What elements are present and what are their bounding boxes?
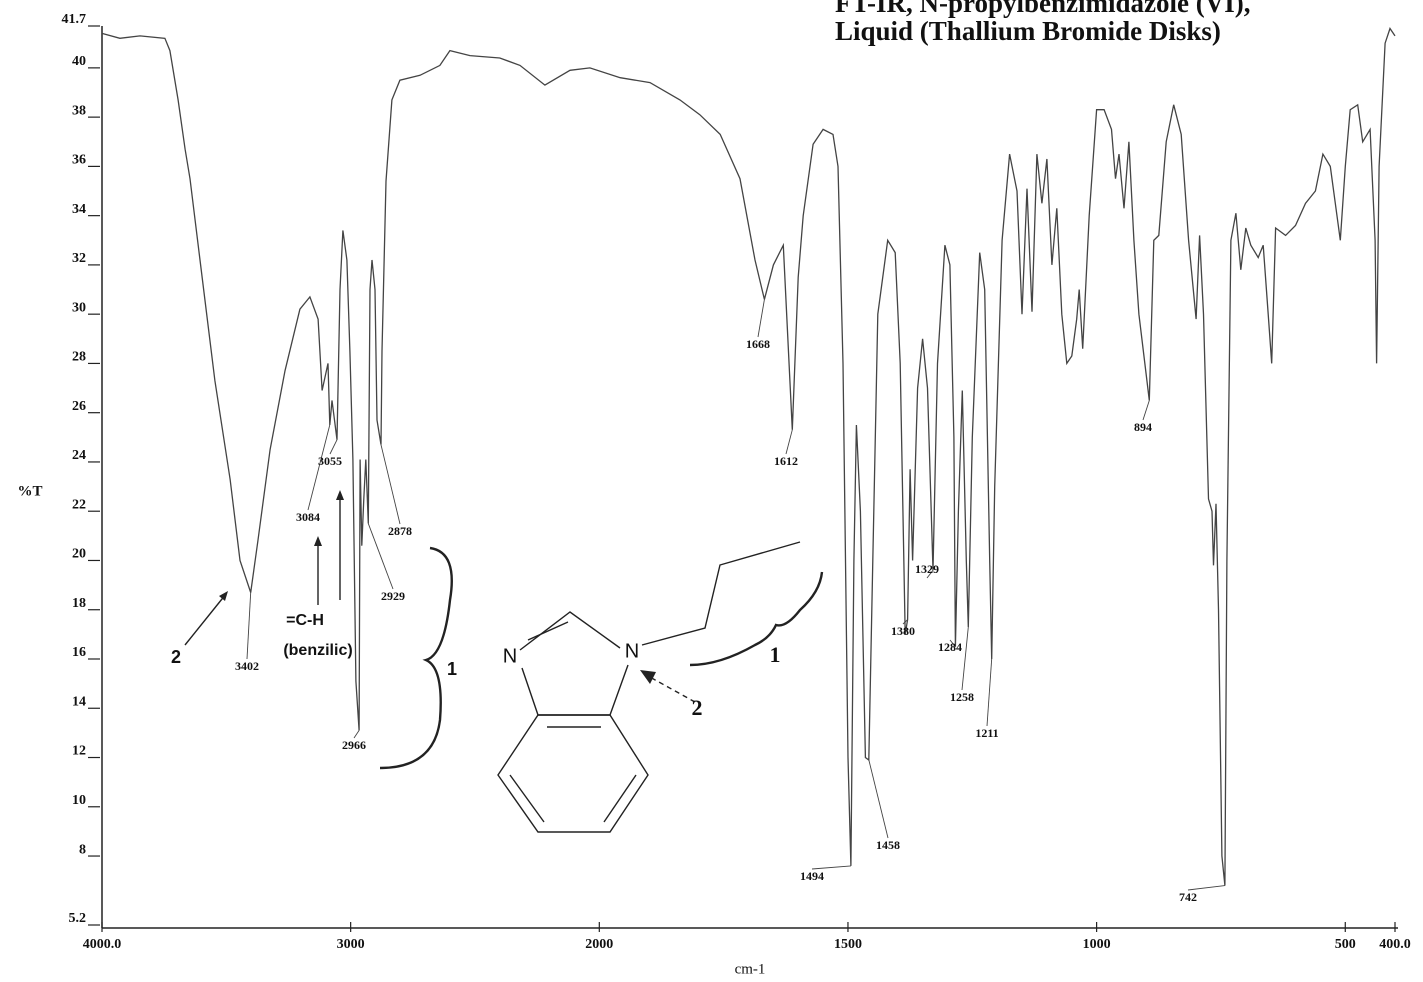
x-tick-label: 3000 [337, 937, 365, 952]
x-tick-label: 500 [1335, 937, 1356, 952]
peak-leader [986, 658, 993, 727]
arrowheads [219, 490, 656, 684]
atom-label: N [503, 645, 517, 667]
atom-label: N [625, 640, 639, 662]
peak-leader [246, 592, 252, 660]
structure [184, 494, 824, 833]
y-tick-label: 16 [72, 645, 86, 660]
peak-leader [380, 444, 401, 525]
peak-label: 1612 [774, 454, 798, 468]
y-tick-label: 22 [72, 497, 86, 512]
peak-label: 3402 [235, 659, 259, 673]
peak-leader [329, 439, 338, 455]
peak-label: 1329 [915, 562, 939, 576]
y-tick-label: 30 [72, 300, 86, 315]
chart-title: FT-IR, N-propylbenzimidazole (VI), [835, 0, 1251, 18]
y-tick-label: 40 [72, 54, 86, 69]
peak-leader [1142, 400, 1150, 421]
peak-label: 1284 [938, 640, 962, 654]
peak-leader [1187, 885, 1225, 891]
y-tick-label: 18 [72, 596, 86, 611]
y-tick-label: 34 [72, 202, 86, 217]
peak-leader [961, 626, 969, 691]
annotation: 2 [692, 695, 703, 720]
y-tick-label: 41.7 [62, 12, 87, 27]
y-tick-label: 32 [72, 251, 86, 266]
peak-label: 2966 [342, 738, 366, 752]
peak-leader [353, 730, 360, 739]
peak-label: 1258 [950, 690, 974, 704]
x-tick-label: 4000.0 [83, 937, 122, 952]
y-tick-label: 12 [72, 744, 86, 759]
peak-label: 894 [1134, 420, 1152, 434]
peak-label: 742 [1179, 890, 1197, 904]
peak-label: 2878 [388, 524, 412, 538]
peak-label: 1380 [891, 624, 915, 638]
peak-leader [785, 429, 793, 455]
x-tick-label: 1000 [1083, 937, 1111, 952]
x-tick-label: 400.0 [1379, 937, 1411, 952]
y-tick-label: 10 [72, 793, 86, 808]
x-tick-label: 2000 [585, 937, 613, 952]
x-tick-label: 1500 [834, 937, 862, 952]
y-tick-label: 20 [72, 547, 86, 562]
chart-title: Liquid (Thallium Bromide Disks) [835, 16, 1221, 46]
annotation: =C-H [286, 612, 324, 629]
peak-label: 2929 [381, 589, 405, 603]
spectrum-line [101, 27, 1396, 886]
peak-label: 3084 [296, 510, 320, 524]
peak-leader [367, 523, 394, 590]
annotation: 1 [447, 659, 457, 679]
x-axis-label: cm-1 [735, 961, 766, 977]
peak-leader [868, 759, 889, 839]
annotation: 1 [770, 642, 781, 667]
peak-label: 3055 [318, 454, 342, 468]
y-tick-label: 36 [72, 153, 86, 168]
y-axis-label: %T [17, 483, 42, 499]
peak-leader [307, 424, 331, 511]
y-tick-label: 24 [72, 448, 86, 463]
y-tick-label: 8 [79, 842, 86, 857]
y-tick-label: 5.2 [69, 911, 87, 926]
peak-leader [902, 619, 908, 625]
y-tick-label: 28 [72, 350, 86, 365]
annotation: 2 [171, 647, 181, 667]
y-tick-label: 14 [72, 694, 86, 709]
peak-leader [757, 299, 765, 338]
peak-label: 1494 [800, 869, 824, 883]
peak-leader [949, 639, 956, 647]
peak-label: 1668 [746, 337, 770, 351]
peak-leader [811, 865, 851, 870]
y-tick-label: 38 [72, 103, 86, 118]
annotation: (benzilic) [283, 642, 352, 659]
peak-leader [926, 570, 934, 579]
peak-label: 1458 [876, 838, 900, 852]
y-tick-label: 26 [72, 399, 86, 414]
peak-label: 1211 [975, 726, 998, 740]
